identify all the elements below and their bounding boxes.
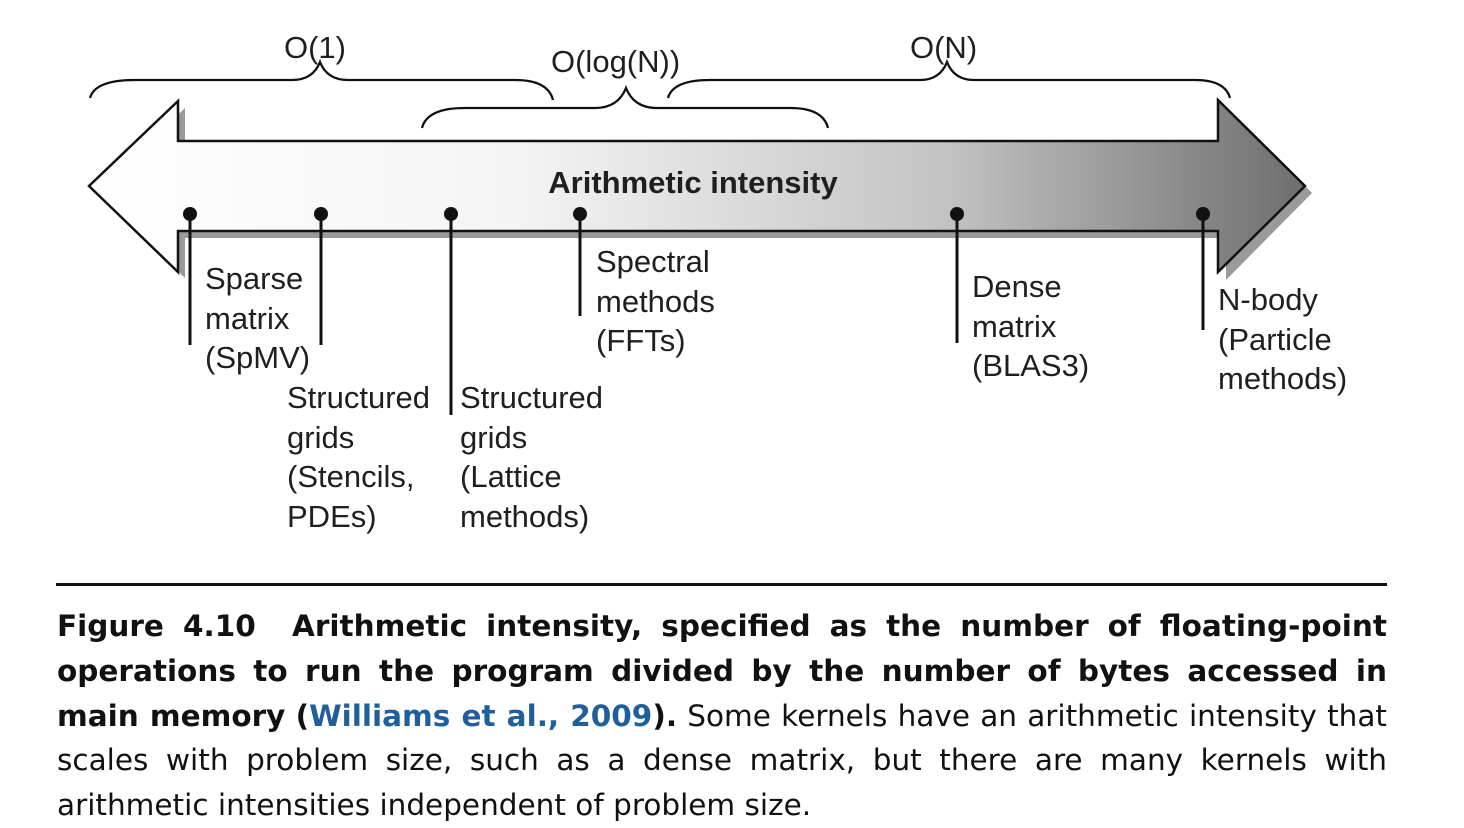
marker-spectral-methods	[573, 207, 587, 316]
caption-body-text: Some kernels have an arithmetic intensit…	[57, 698, 1387, 823]
kernel-label-n-body: N-body (Particle methods)	[1218, 282, 1348, 396]
double-arrow	[87, 97, 1307, 275]
kernel-label-structured-grids-lattice: Structured grids (Lattice methods)	[460, 380, 604, 534]
marker-sparse-matrix	[183, 207, 197, 345]
kernel-label-structured-grids-stencils: Structured grids (Stencils, PDEs)	[287, 380, 431, 534]
marker-structured-grids-lattice	[444, 207, 458, 415]
arrow-label: Arithmetic intensity	[548, 165, 838, 200]
brace-o1	[88, 58, 555, 101]
kernel-label-dense-matrix: Dense matrix (BLAS3)	[972, 269, 1090, 383]
caption-divider	[56, 583, 1387, 586]
brace-label-on: O(N)	[910, 30, 978, 65]
kernel-label-spectral-methods: Spectral methods (FFTs)	[596, 244, 715, 358]
brace-ologn	[420, 84, 830, 129]
figure-number: Figure 4.10	[57, 609, 256, 643]
figure-caption: Figure 4.10 Arithmetic intensity, specif…	[57, 604, 1387, 828]
brace-label-ologn: O(log(N))	[551, 44, 681, 79]
caption-bold-text: Arithmetic intensity, specified as the n…	[57, 609, 1388, 733]
marker-structured-grids-stencils	[314, 207, 328, 345]
citation-close-paren: ).	[652, 698, 678, 733]
brace-on	[666, 58, 1232, 99]
citation-link[interactable]: Williams et al., 2009	[309, 698, 653, 733]
marker-dense-matrix	[950, 207, 964, 343]
marker-n-body	[1196, 207, 1210, 330]
brace-label-o1: O(1)	[284, 30, 346, 65]
kernel-label-sparse-matrix: Sparse matrix (SpMV)	[205, 261, 311, 375]
arithmetic-intensity-diagram	[87, 58, 1312, 415]
citation-open-paren: (	[295, 698, 310, 733]
